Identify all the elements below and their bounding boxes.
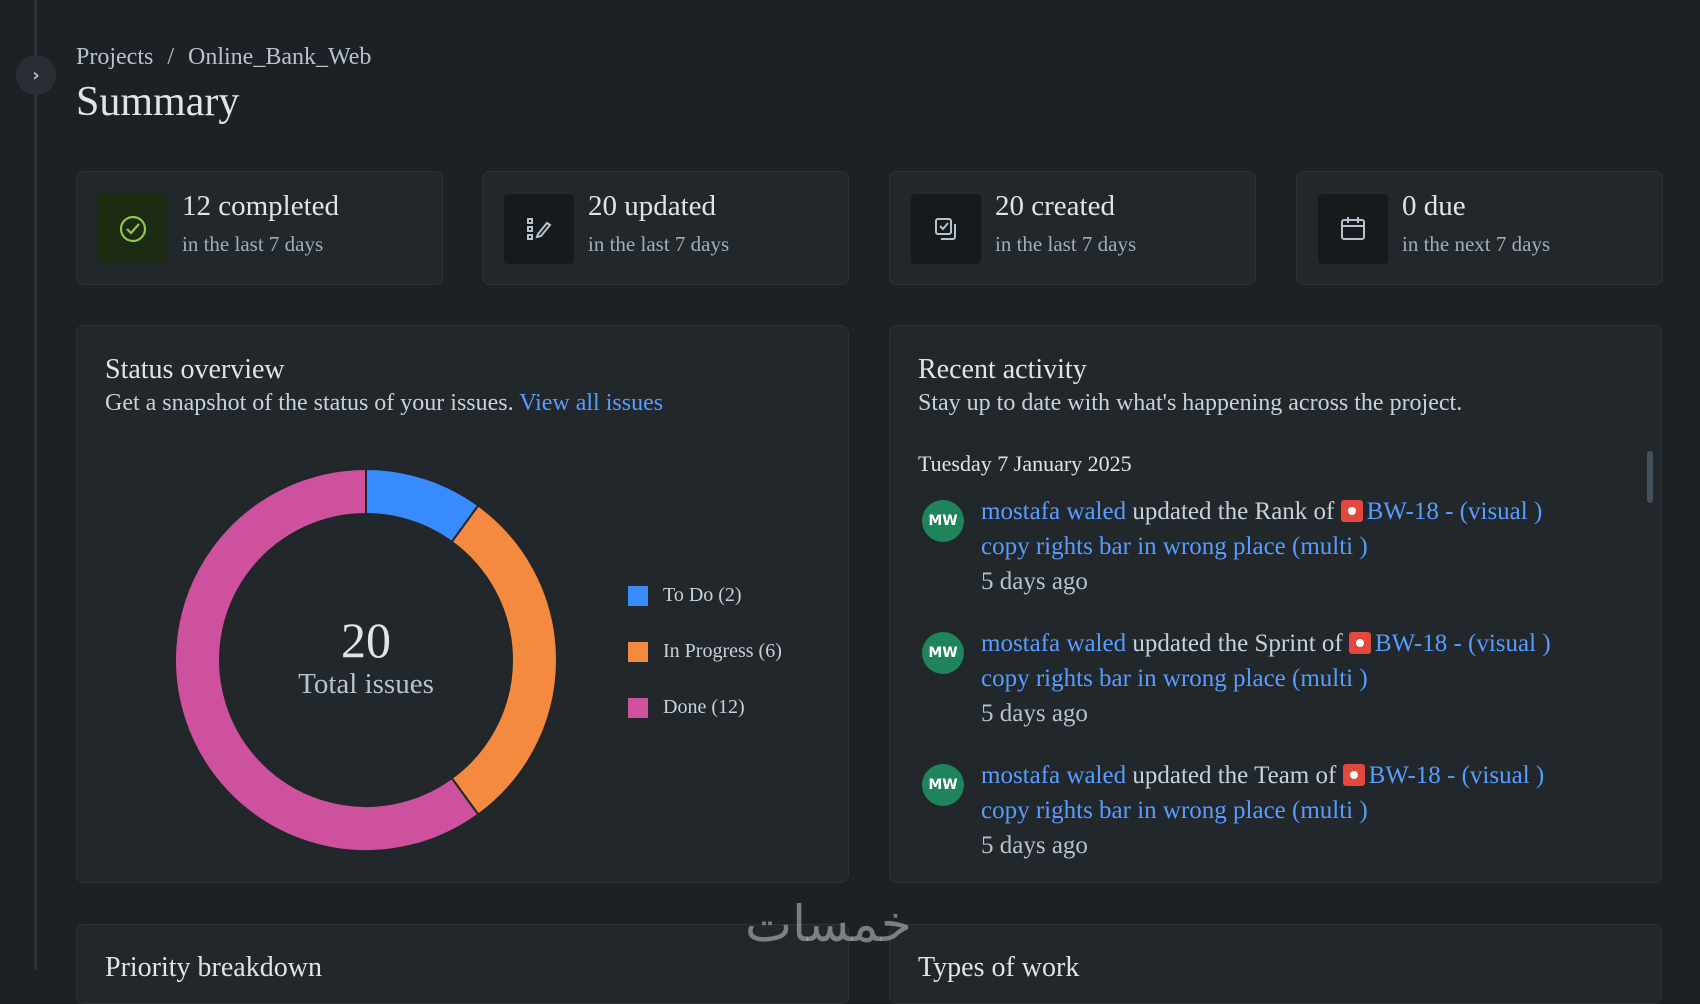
edit-list-icon	[504, 194, 574, 264]
stat-due[interactable]: 0 due in the next 7 days	[1296, 171, 1663, 285]
legend-item-done[interactable]: Done (12)	[628, 696, 745, 719]
stat-value: 0 due	[1402, 190, 1466, 222]
priority-breakdown-panel: Priority breakdown	[76, 924, 849, 1004]
issue-link[interactable]: BW-18 - (visual ) copy rights bar in wro…	[981, 498, 1543, 560]
breadcrumb-projects[interactable]: Projects	[76, 44, 154, 70]
panel-subtitle: Get a snapshot of the status of your iss…	[105, 390, 663, 417]
stat-period: in the last 7 days	[588, 232, 730, 256]
chevron-right-icon: ›	[32, 64, 40, 86]
page-title: Summary	[76, 79, 240, 125]
activity-action: updated the Sprint of	[1132, 630, 1343, 657]
types-of-work-panel: Types of work	[889, 924, 1662, 1004]
panel-subtitle: Stay up to date with what's happening ac…	[918, 390, 1463, 416]
legend-swatch	[628, 585, 648, 606]
avatar[interactable]: MW	[922, 764, 964, 806]
panel-title: Status overview	[105, 354, 285, 385]
status-overview-panel: Status overview Get a snapshot of the st…	[76, 325, 849, 883]
stat-period: in the next 7 days	[1402, 232, 1551, 256]
stat-completed[interactable]: 12 completed in the last 7 days	[76, 171, 443, 285]
legend-item-todo[interactable]: To Do (2)	[628, 584, 742, 607]
activity-time: 5 days ago	[981, 568, 1088, 595]
breadcrumb-separator: /	[167, 44, 174, 70]
legend-label: In Progress (6)	[663, 640, 782, 662]
stat-updated[interactable]: 20 updated in the last 7 days	[482, 171, 849, 285]
subtitle-text: Get a snapshot of the status of your iss…	[105, 390, 514, 416]
activity-action: updated the Team of	[1132, 762, 1337, 789]
scrollbar[interactable]	[1647, 451, 1653, 503]
create-issue-icon	[911, 194, 981, 264]
stat-period: in the last 7 days	[995, 232, 1137, 256]
activity-date: Tuesday 7 January 2025	[918, 451, 1132, 476]
breadcrumb: Projects / Online_Bank_Web	[76, 44, 371, 71]
legend-swatch	[628, 697, 648, 718]
user-link[interactable]: mostafa waled	[981, 630, 1127, 657]
issue-link[interactable]: BW-18 - (visual ) copy rights bar in wro…	[981, 630, 1551, 692]
user-link[interactable]: mostafa waled	[981, 498, 1127, 525]
bug-icon	[1348, 632, 1371, 654]
user-link[interactable]: mostafa waled	[981, 762, 1127, 789]
stat-period: in the last 7 days	[182, 232, 324, 256]
bug-icon	[1340, 500, 1363, 522]
activity-time: 5 days ago	[981, 832, 1088, 859]
status-donut-chart	[174, 467, 558, 852]
panel-title: Recent activity	[918, 354, 1087, 385]
legend-label: To Do (2)	[663, 584, 742, 606]
legend-item-in-progress[interactable]: In Progress (6)	[628, 640, 782, 663]
sidebar-edge[interactable]	[34, 0, 37, 970]
total-issues-label: Total issues	[298, 668, 434, 700]
avatar[interactable]: MW	[922, 632, 964, 674]
activity-time: 5 days ago	[981, 700, 1088, 727]
panel-title: Types of work	[918, 952, 1080, 983]
total-issues-count: 20	[341, 612, 391, 668]
panel-title: Priority breakdown	[105, 952, 322, 983]
legend-swatch	[628, 641, 648, 662]
donut-slice-done[interactable]	[174, 467, 480, 852]
watermark-logo: خمسات	[745, 895, 912, 953]
avatar[interactable]: MW	[922, 500, 964, 542]
expand-sidebar-button[interactable]: ›	[16, 55, 56, 95]
stat-value: 20 created	[995, 190, 1115, 222]
breadcrumb-project[interactable]: Online_Bank_Web	[188, 44, 372, 70]
view-all-issues-link[interactable]: View all issues	[519, 390, 664, 416]
stat-value: 12 completed	[182, 190, 340, 222]
stat-value: 20 updated	[588, 190, 717, 222]
recent-activity-panel: Recent activity Stay up to date with wha…	[889, 325, 1662, 883]
legend-label: Done (12)	[663, 696, 745, 718]
bug-icon	[1342, 764, 1365, 786]
issue-link[interactable]: BW-18 - (visual ) copy rights bar in wro…	[981, 762, 1545, 824]
check-circle-icon	[98, 194, 168, 264]
activity-action: updated the Rank of	[1132, 498, 1335, 525]
stat-created[interactable]: 20 created in the last 7 days	[889, 171, 1256, 285]
calendar-icon	[1318, 194, 1388, 264]
